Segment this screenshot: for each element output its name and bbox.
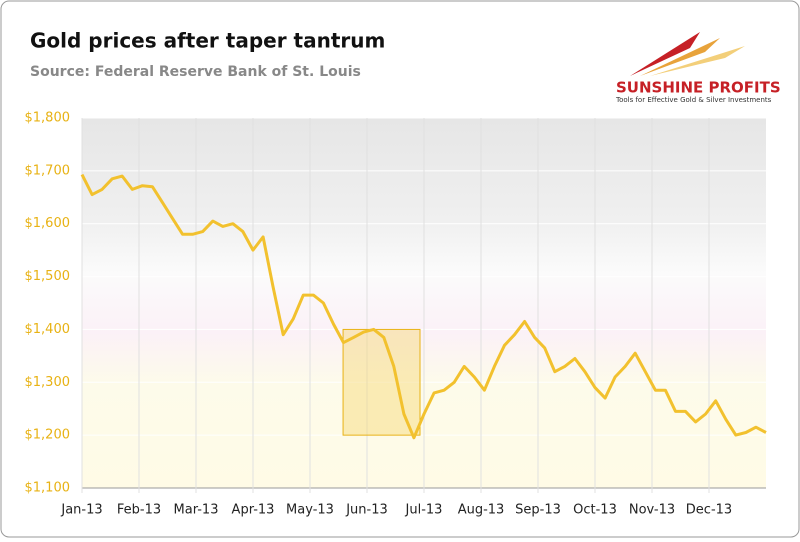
x-tick-label: Aug-13 (458, 503, 505, 518)
y-tick-label: $1,600 (25, 216, 71, 231)
highlight-box (342, 328, 421, 436)
logo-ray (630, 32, 700, 76)
y-tick-label: $1,800 (25, 111, 71, 126)
y-tick-label: $1,400 (25, 322, 71, 337)
x-tick-label: Feb-13 (117, 503, 161, 518)
y-tick-label: $1,100 (25, 481, 71, 496)
x-tick-label: Sep-13 (515, 503, 561, 518)
logo-ray (650, 46, 745, 76)
y-tick-label: $1,700 (25, 163, 71, 178)
x-tick-label: Dec-13 (686, 503, 732, 518)
x-tick-label: Jul-13 (405, 503, 443, 518)
x-tick-label: Oct-13 (573, 503, 617, 518)
chart-subtitle: Source: Federal Reserve Bank of St. Loui… (30, 64, 361, 80)
x-tick-label: Jan-13 (60, 503, 102, 518)
x-tick-label: Apr-13 (232, 503, 275, 518)
y-tick-label: $1,200 (25, 428, 71, 443)
logo-name: SUNSHINE PROFITS (616, 79, 781, 97)
y-tick-label: $1,500 (25, 269, 71, 284)
logo-tagline: Tools for Effective Gold & Silver Invest… (615, 96, 772, 104)
y-tick-label: $1,300 (25, 375, 71, 390)
logo: SUNSHINE PROFITS Tools for Effective Gol… (615, 32, 781, 104)
chart-title: Gold prices after taper tantrum (30, 29, 385, 53)
x-tick-label: Jun-13 (345, 503, 388, 518)
x-tick-label: Nov-13 (629, 503, 675, 518)
price-line (80, 173, 767, 440)
logo-ray (640, 38, 720, 76)
x-tick-label: May-13 (286, 503, 334, 518)
x-tick-label: Mar-13 (174, 503, 219, 518)
